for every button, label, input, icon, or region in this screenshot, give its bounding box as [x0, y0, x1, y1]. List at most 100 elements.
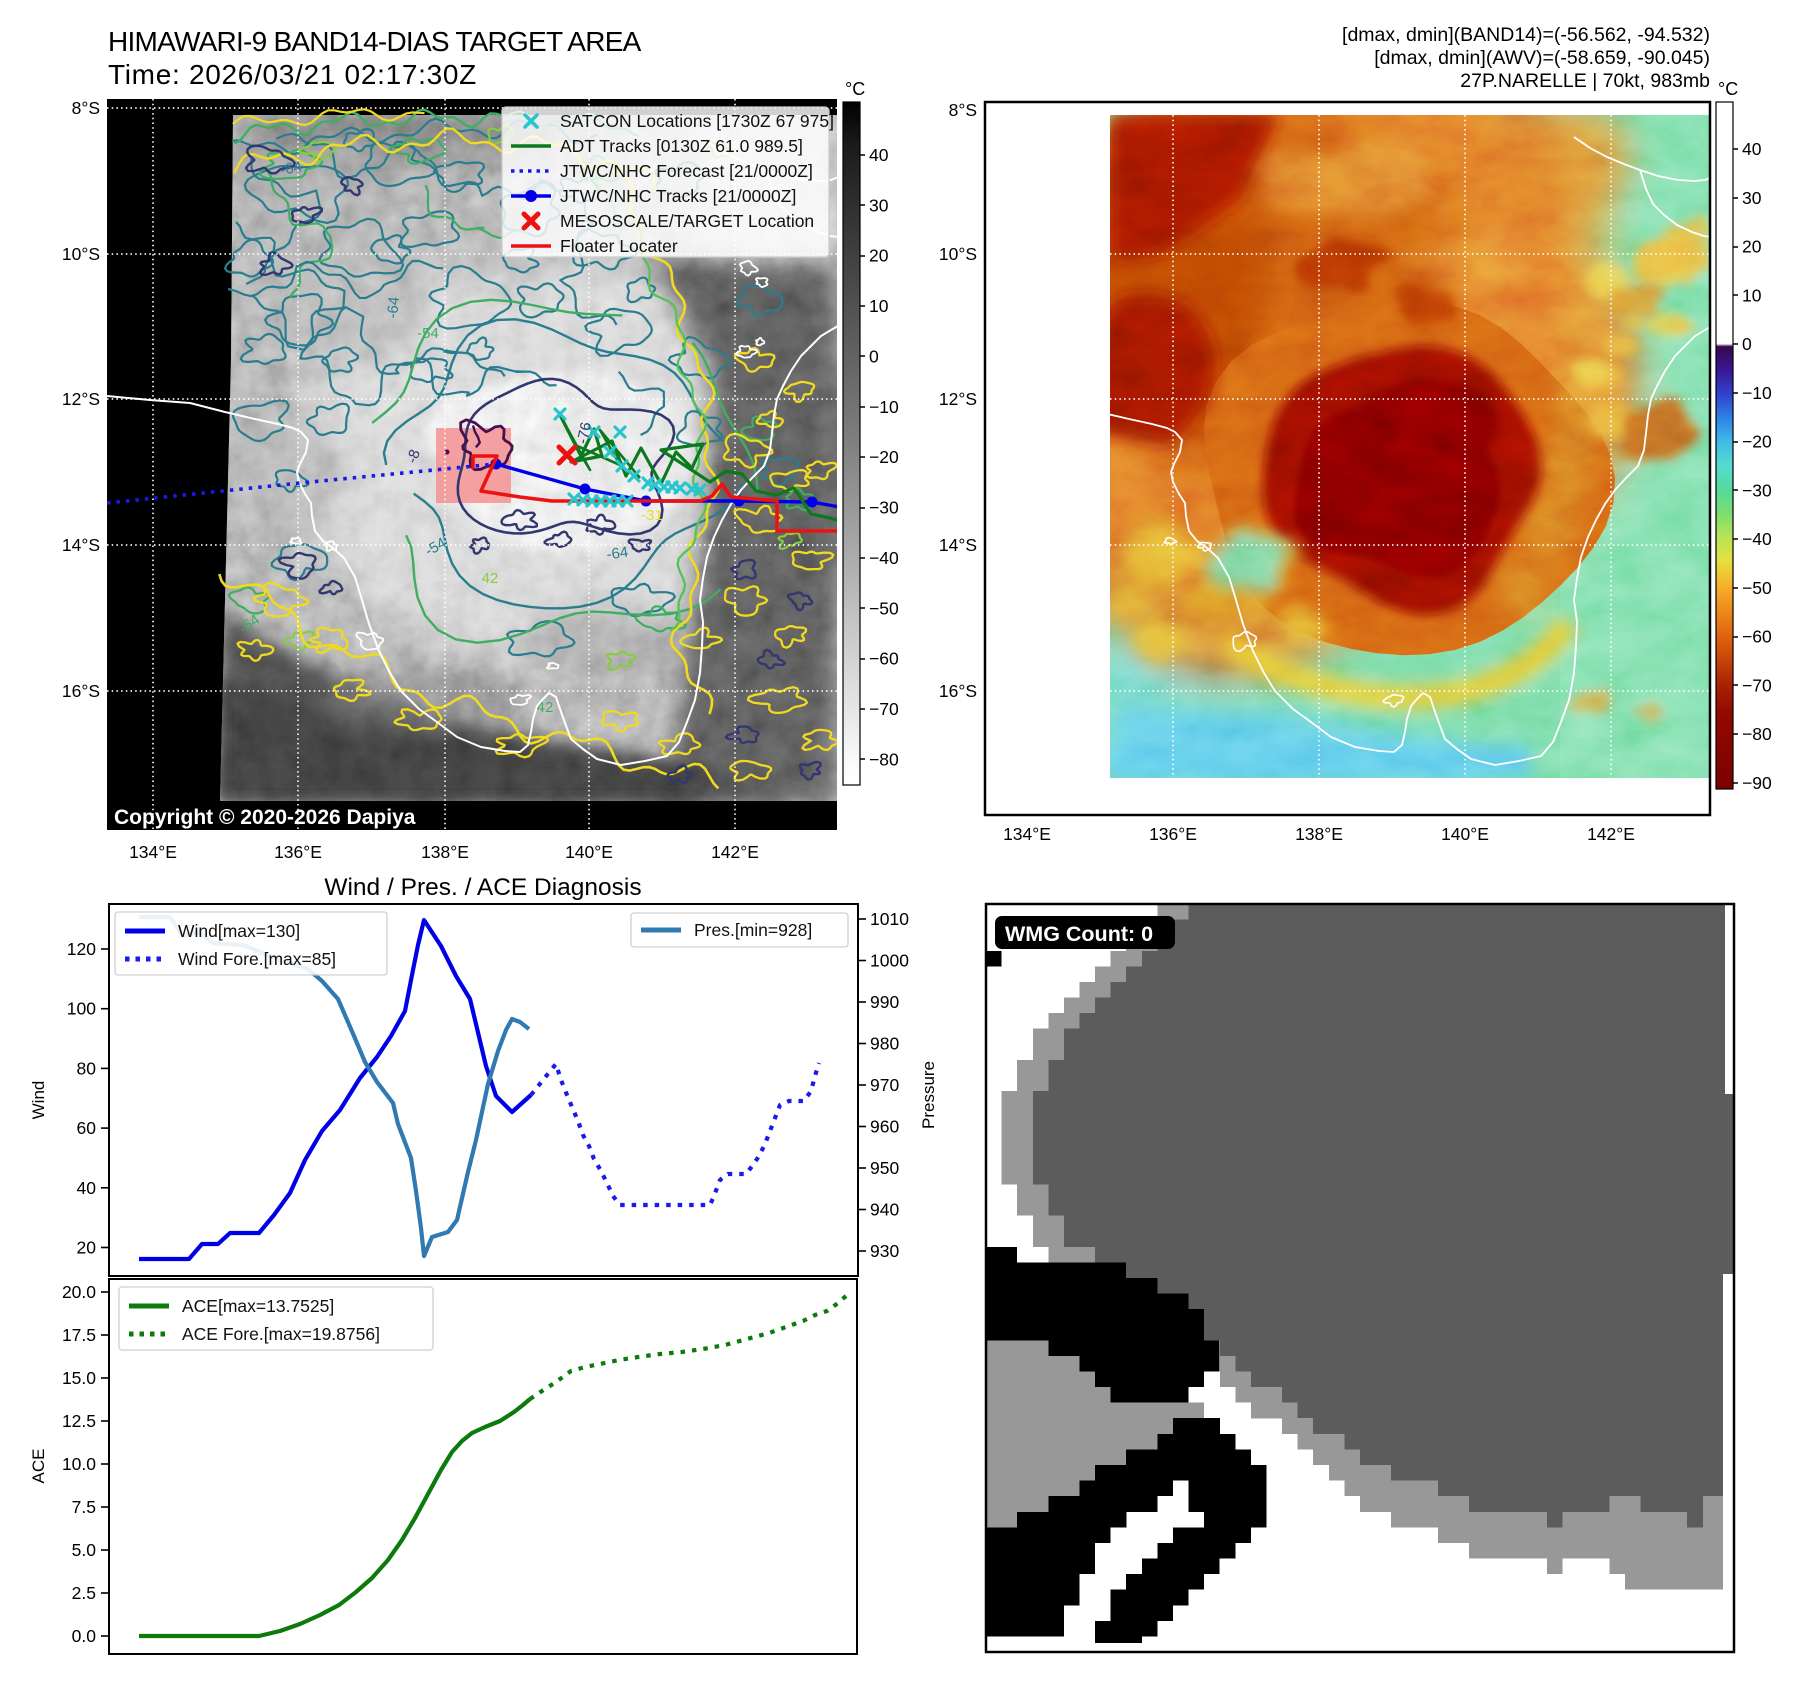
- svg-text:0.0: 0.0: [72, 1626, 97, 1646]
- svg-text:20: 20: [869, 246, 889, 266]
- svg-text:−20: −20: [1742, 432, 1772, 452]
- svg-text:980: 980: [870, 1034, 899, 1054]
- svg-text:136°E: 136°E: [1149, 824, 1197, 844]
- svg-text:10: 10: [869, 296, 889, 316]
- svg-text:Pres.[min=928]: Pres.[min=928]: [694, 920, 812, 940]
- svg-text:MESOSCALE/TARGET Location: MESOSCALE/TARGET Location: [560, 211, 814, 231]
- svg-text:120: 120: [67, 939, 96, 959]
- svg-text:142°E: 142°E: [711, 842, 759, 862]
- svg-text:°C: °C: [1718, 79, 1738, 99]
- svg-text:8°S: 8°S: [72, 98, 100, 118]
- svg-text:42: 42: [482, 570, 499, 587]
- svg-text:12.5: 12.5: [62, 1411, 96, 1431]
- svg-text:950: 950: [870, 1158, 899, 1178]
- svg-text:136°E: 136°E: [274, 842, 322, 862]
- svg-text:Wind: Wind: [29, 1081, 48, 1120]
- svg-text:Floater Locater: Floater Locater: [560, 236, 678, 256]
- svg-text:930: 930: [870, 1241, 899, 1261]
- svg-text:-76: -76: [574, 421, 595, 446]
- svg-text:−60: −60: [1742, 627, 1772, 647]
- svg-text:Time: 2026/03/21 02:17:30Z: Time: 2026/03/21 02:17:30Z: [108, 59, 477, 90]
- svg-text:HIMAWARI-9 BAND14-DIAS TARGET: HIMAWARI-9 BAND14-DIAS TARGET AREA: [108, 26, 642, 57]
- svg-text:−90: −90: [1742, 773, 1772, 793]
- svg-text:−80: −80: [869, 749, 899, 769]
- svg-text:1010: 1010: [870, 909, 909, 929]
- svg-text:−40: −40: [1742, 529, 1772, 549]
- svg-text:134°E: 134°E: [1003, 824, 1051, 844]
- svg-text:ADT Tracks [0130Z 61.0 989.5]: ADT Tracks [0130Z 61.0 989.5]: [560, 136, 803, 156]
- svg-text:40: 40: [1742, 139, 1762, 159]
- svg-text:138°E: 138°E: [1295, 824, 1343, 844]
- svg-text:10: 10: [1742, 285, 1762, 305]
- svg-text:−30: −30: [1742, 480, 1772, 500]
- svg-text:−60: −60: [869, 649, 899, 669]
- svg-text:30: 30: [869, 195, 889, 215]
- svg-text:2.5: 2.5: [72, 1583, 96, 1603]
- svg-text:-64: -64: [384, 296, 403, 319]
- svg-text:-64: -64: [279, 158, 304, 179]
- svg-text:17.5: 17.5: [62, 1325, 96, 1345]
- svg-text:−50: −50: [869, 598, 899, 618]
- svg-text:10°S: 10°S: [62, 244, 100, 264]
- svg-text:−40: −40: [869, 548, 899, 568]
- svg-text:SATCON Locations [1730Z 67 975: SATCON Locations [1730Z 67 975]: [560, 111, 834, 131]
- svg-text:16°S: 16°S: [62, 681, 100, 701]
- svg-text:12°S: 12°S: [939, 389, 977, 409]
- svg-text:5.0: 5.0: [72, 1540, 97, 1560]
- svg-text:−20: −20: [869, 447, 899, 467]
- svg-text:30: 30: [1742, 188, 1762, 208]
- svg-text:-54: -54: [417, 325, 439, 342]
- svg-text:960: 960: [870, 1117, 899, 1137]
- svg-text:140°E: 140°E: [1441, 824, 1489, 844]
- svg-text:40: 40: [77, 1178, 97, 1198]
- svg-text:27P.NARELLE | 70kt, 983mb: 27P.NARELLE | 70kt, 983mb: [1460, 70, 1710, 92]
- svg-text:1000: 1000: [870, 951, 909, 971]
- svg-text:−80: −80: [1742, 724, 1772, 744]
- svg-text:WMG Count: 0: WMG Count: 0: [1005, 922, 1153, 946]
- svg-text:−70: −70: [869, 699, 899, 719]
- svg-text:Wind / Pres. / ACE Diagnosis: Wind / Pres. / ACE Diagnosis: [324, 874, 641, 901]
- svg-text:15.0: 15.0: [62, 1368, 96, 1388]
- svg-text:-8: -8: [404, 447, 425, 465]
- svg-text:−50: −50: [1742, 578, 1772, 598]
- svg-text:[dmax, dmin](BAND14)=(-56.562,: [dmax, dmin](BAND14)=(-56.562, -94.532): [1342, 24, 1710, 46]
- svg-text:138°E: 138°E: [421, 842, 469, 862]
- svg-text:Copyright © 2020-2026 Dapiya: Copyright © 2020-2026 Dapiya: [114, 806, 416, 829]
- svg-text:−70: −70: [1742, 675, 1772, 695]
- svg-text:ACE[max=13.7525]: ACE[max=13.7525]: [182, 1296, 334, 1316]
- svg-text:142°E: 142°E: [1587, 824, 1635, 844]
- svg-text:16°S: 16°S: [939, 681, 977, 701]
- svg-text:Wind Fore.[max=85]: Wind Fore.[max=85]: [178, 949, 336, 969]
- svg-text:−30: −30: [869, 498, 899, 518]
- svg-text:20: 20: [1742, 237, 1762, 257]
- svg-text:°C: °C: [845, 79, 865, 99]
- svg-text:0: 0: [869, 346, 879, 366]
- svg-text:970: 970: [870, 1075, 899, 1095]
- svg-text:40: 40: [869, 145, 889, 165]
- svg-text:10.0: 10.0: [62, 1454, 96, 1474]
- svg-text:−10: −10: [869, 397, 899, 417]
- svg-text:JTWC/NHC Tracks [21/0000Z]: JTWC/NHC Tracks [21/0000Z]: [560, 186, 796, 206]
- svg-text:Pressure: Pressure: [919, 1061, 938, 1129]
- svg-text:-31: -31: [641, 507, 663, 524]
- svg-text:[dmax, dmin](AWV)=(-58.659, -9: [dmax, dmin](AWV)=(-58.659, -90.045): [1374, 47, 1710, 69]
- svg-text:20.0: 20.0: [62, 1282, 96, 1302]
- svg-text:60: 60: [77, 1118, 97, 1138]
- svg-text:0: 0: [1742, 334, 1752, 354]
- svg-text:80: 80: [77, 1058, 97, 1078]
- svg-text:Wind[max=130]: Wind[max=130]: [178, 921, 300, 941]
- svg-text:134°E: 134°E: [129, 842, 177, 862]
- svg-text:7.5: 7.5: [72, 1497, 96, 1517]
- svg-text:8°S: 8°S: [949, 100, 977, 120]
- svg-text:14°S: 14°S: [939, 535, 977, 555]
- svg-text:ACE Fore.[max=19.8756]: ACE Fore.[max=19.8756]: [182, 1324, 380, 1344]
- svg-text:42: 42: [537, 699, 554, 716]
- svg-text:100: 100: [67, 999, 96, 1019]
- svg-text:20: 20: [77, 1238, 97, 1258]
- svg-text:ACE: ACE: [29, 1449, 48, 1484]
- svg-text:140°E: 140°E: [565, 842, 613, 862]
- svg-text:940: 940: [870, 1200, 899, 1220]
- svg-text:JTWC/NHC Forecast [21/0000Z]: JTWC/NHC Forecast [21/0000Z]: [560, 161, 813, 181]
- svg-text:12°S: 12°S: [62, 389, 100, 409]
- svg-text:10°S: 10°S: [939, 244, 977, 264]
